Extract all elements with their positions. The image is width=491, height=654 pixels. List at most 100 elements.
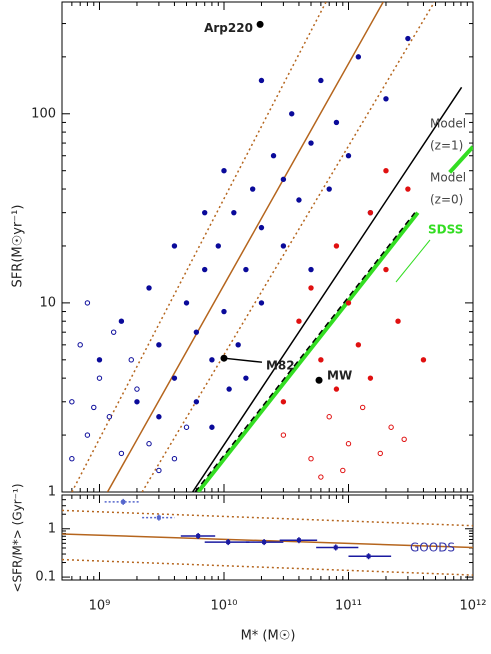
data-point [221,308,227,315]
data-point [296,318,302,324]
data-point [366,554,371,559]
model-line [196,211,420,492]
y-tick-label: 1 [48,485,56,500]
annotation: SDSS [428,223,463,237]
data-point [96,357,103,363]
data-point [359,404,366,411]
data-point [280,176,287,183]
y-tick-label: 1 [48,521,56,536]
y-label: <SFR/M*> (Gyr⁻¹) [11,483,25,592]
data-point [202,266,208,273]
data-point [231,209,237,216]
pointer [395,239,431,283]
annotation: Model [430,117,466,131]
data-point [383,96,389,102]
annotation: (z=0) [430,193,463,207]
data-point [333,545,338,550]
data-point [280,432,287,438]
data-point [69,455,75,462]
data-point [193,329,200,335]
data-point [171,243,178,249]
data-point [134,386,140,392]
data-point [280,399,287,405]
data-point [345,300,352,306]
data-point [326,186,332,192]
data-point [146,441,152,447]
data-point [333,243,340,249]
data-point [383,168,389,174]
x-label: M* (M☉) [241,629,296,644]
named-galaxy [256,20,264,28]
data-point [121,499,126,504]
data-point [209,357,215,363]
data-point [318,474,324,480]
data-point [405,35,411,42]
data-point [156,467,162,474]
data-point [405,186,411,192]
data-point [280,243,287,249]
data-point [96,375,103,381]
pointer [223,357,263,363]
x-tick-label: 10¹¹ [335,599,362,614]
data-point [156,342,162,348]
data-point [171,375,178,381]
y-tick-label: 100 [31,106,56,121]
data-point [367,375,374,381]
model-line [141,2,436,492]
data-point [326,414,332,420]
data-point [134,399,140,405]
data-point [110,329,117,335]
data-point [183,300,190,306]
data-point [377,450,383,457]
x-tick-label: 10¹² [460,599,487,614]
data-point [118,318,125,324]
data-point [258,224,265,231]
data-point [296,538,301,543]
data-point [221,168,227,174]
data-point [383,266,389,273]
data-point [77,342,83,348]
data-point [355,342,362,348]
data-point [308,266,314,273]
data-point [69,399,75,405]
data-point [262,540,267,545]
data-point [106,414,113,420]
data-point [258,300,265,306]
data-point [156,414,162,420]
galaxy-label: M82 [266,359,295,373]
plot-frame [61,1,474,493]
data-point [308,455,314,462]
data-point [258,77,265,84]
data-point [196,533,201,538]
data-point [318,77,324,84]
data-point [333,119,340,126]
y-tick-label: 0.1 [35,570,56,585]
data-point [84,432,91,438]
data-point [289,111,295,117]
data-point [367,209,374,216]
data-point [193,399,200,405]
model-line-dashed [194,212,416,492]
data-point [388,424,394,430]
data-point [243,375,249,381]
data-point [146,285,152,291]
data-point [226,540,231,545]
data-point [128,357,134,363]
data-point [209,424,215,430]
x-tick-label: 10¹⁰ [211,599,238,614]
data-point [308,285,314,291]
data-point [308,140,314,146]
galaxy-label: Arp220 [204,21,253,35]
data-point [118,450,125,457]
data-point [171,455,178,462]
data-point [183,424,190,430]
data-point [249,186,256,192]
data-point [345,153,352,159]
data-point [401,436,407,442]
model-line [106,2,384,492]
data-point [340,467,346,474]
galaxy-label: MW [327,369,352,383]
model-line [71,2,327,492]
data-point [243,266,249,273]
